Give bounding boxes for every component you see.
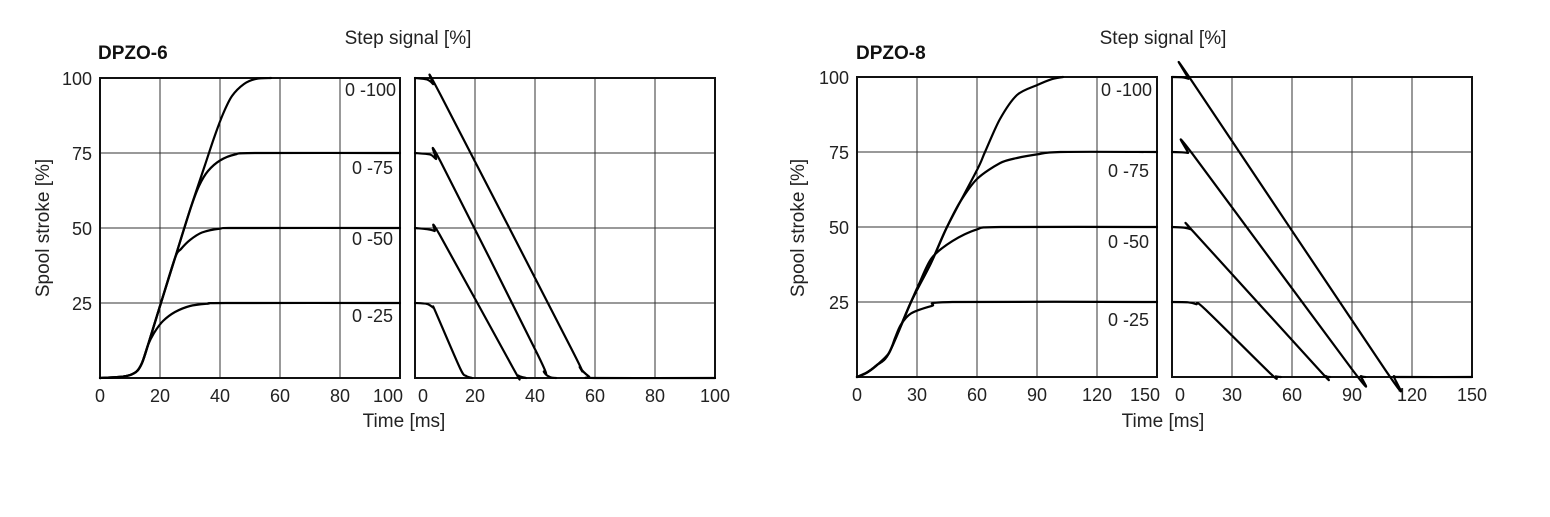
x-tick-label: 0 xyxy=(95,386,105,406)
chart-panel-3: 0 30 60 90 120 150 25 50 75 100 xyxy=(819,68,1160,405)
y-tick-label: 100 xyxy=(62,69,92,89)
step-label-75-dpzo-8: 0 -75 xyxy=(1108,161,1149,181)
y-tick-label: 25 xyxy=(72,294,92,314)
series-line-0-50 xyxy=(1170,221,1332,382)
chart-panel-1: 0 20 40 60 80 100 25 50 75 100 xyxy=(62,69,403,406)
group-title-dpzo-8: DPZO-8 xyxy=(856,43,926,64)
y-tick-label: 25 xyxy=(829,293,849,313)
step-label-50-dpzo-8: 0 -50 xyxy=(1108,232,1149,252)
y-axis-label-dpzo-8: Spool stroke [%] xyxy=(788,159,809,297)
x-axis-label-dpzo-6: Time [ms] xyxy=(363,411,446,432)
series-line-0-75 xyxy=(855,150,1159,379)
chart-panel-4: 0 30 60 90 120 150 xyxy=(1170,60,1487,405)
step-label-25-dpzo-6: 0 -25 xyxy=(352,306,393,326)
series-line-0-75 xyxy=(98,151,402,380)
series-line-0-25 xyxy=(98,301,402,380)
x-tick-label: 0 xyxy=(418,386,428,406)
series-line-0-25 xyxy=(1170,300,1282,380)
x-tick-label: 30 xyxy=(907,385,927,405)
x-tick-label: 20 xyxy=(465,386,485,406)
step-label-100-dpzo-8: 0 -100 xyxy=(1101,80,1152,100)
group-title-dpzo-6: DPZO-6 xyxy=(98,43,168,64)
x-tick-label: 90 xyxy=(1342,385,1362,405)
series-line-0-25 xyxy=(855,300,1159,379)
x-tick-label: 100 xyxy=(700,386,730,406)
x-tick-label: 60 xyxy=(1282,385,1302,405)
step-label-50-dpzo-6: 0 -50 xyxy=(352,229,393,249)
x-tick-label: 20 xyxy=(150,386,170,406)
y-tick-label: 50 xyxy=(72,219,92,239)
x-tick-label: 80 xyxy=(645,386,665,406)
x-tick-label: 150 xyxy=(1457,385,1487,405)
step-label-25-dpzo-8: 0 -25 xyxy=(1108,310,1149,330)
x-tick-label: 30 xyxy=(1222,385,1242,405)
x-tick-label: 0 xyxy=(1175,385,1185,405)
step-label-100-dpzo-6: 0 -100 xyxy=(345,80,396,100)
x-tick-label: 100 xyxy=(373,386,403,406)
x-tick-label: 150 xyxy=(1130,385,1160,405)
y-tick-label: 75 xyxy=(829,143,849,163)
series-line-0-75 xyxy=(413,146,558,380)
x-tick-label: 90 xyxy=(1027,385,1047,405)
step-signal-label-dpzo-8: Step signal [%] xyxy=(1100,28,1227,49)
x-tick-label: 40 xyxy=(210,386,230,406)
x-tick-label: 60 xyxy=(585,386,605,406)
x-tick-label: 60 xyxy=(967,385,987,405)
series-line-0-50 xyxy=(413,223,528,381)
chart-panel-2: 0 20 40 60 80 100 xyxy=(413,73,730,406)
series-line-0-100 xyxy=(413,73,717,380)
step-label-75-dpzo-6: 0 -75 xyxy=(352,158,393,178)
x-tick-label: 120 xyxy=(1397,385,1427,405)
x-tick-label: 120 xyxy=(1082,385,1112,405)
x-tick-label: 60 xyxy=(270,386,290,406)
x-tick-label: 40 xyxy=(525,386,545,406)
y-axis-label-dpzo-6: Spool stroke [%] xyxy=(33,159,54,297)
y-tick-label: 50 xyxy=(829,218,849,238)
series-line-0-25 xyxy=(413,301,474,380)
x-axis-label-dpzo-8: Time [ms] xyxy=(1122,411,1205,432)
x-tick-label: 80 xyxy=(330,386,350,406)
y-tick-label: 100 xyxy=(819,68,849,88)
series-line-0-75 xyxy=(1170,138,1368,388)
step-signal-label-dpzo-6: Step signal [%] xyxy=(345,28,472,49)
series-line-0-100 xyxy=(1170,60,1474,393)
x-tick-label: 0 xyxy=(852,385,862,405)
y-tick-label: 75 xyxy=(72,144,92,164)
